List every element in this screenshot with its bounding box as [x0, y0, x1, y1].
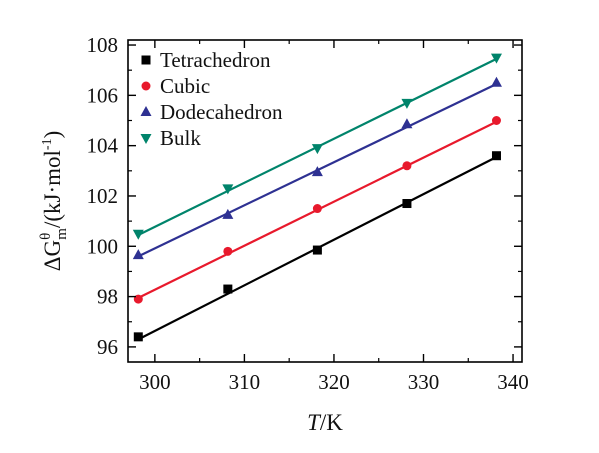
- data-point: [402, 199, 412, 209]
- legend-item: Dodecahedron: [140, 100, 283, 124]
- legend-label: Tetrachedron: [160, 48, 271, 72]
- x-axis-title-italic: T: [307, 410, 322, 435]
- legend-marker: [140, 134, 152, 144]
- data-point: [490, 76, 502, 87]
- series-layer: [132, 53, 502, 342]
- legend-item: Tetrachedron: [141, 48, 271, 72]
- y-tick-label: 100: [87, 234, 119, 258]
- y-axis-title: ΔGθm/(kJ·mol-1): [38, 131, 70, 272]
- y-tick-label: 96: [97, 335, 118, 359]
- data-point: [133, 294, 143, 304]
- legend-marker: [141, 81, 151, 91]
- data-point: [311, 144, 323, 155]
- data-point: [132, 229, 144, 240]
- y-axis-title-unit-sup: -1: [40, 138, 55, 150]
- data-point: [132, 249, 144, 260]
- data-point: [133, 332, 143, 342]
- x-tick-label: 310: [229, 370, 261, 394]
- y-axis-title-prefix: ΔG: [40, 240, 65, 271]
- y-tick-label: 102: [87, 184, 119, 208]
- data-point: [491, 151, 501, 161]
- y-tick-label: 106: [87, 83, 119, 107]
- data-point: [490, 53, 502, 64]
- data-point: [312, 204, 322, 214]
- legend-item: Bulk: [140, 126, 201, 150]
- data-point: [402, 161, 412, 171]
- x-axis-title-rest: /K: [320, 410, 343, 435]
- series-cubic: [133, 116, 501, 304]
- plot-frame: [127, 39, 523, 363]
- legend-marker: [141, 55, 151, 65]
- data-point: [311, 166, 323, 177]
- y-axis-title-close: ): [40, 131, 65, 139]
- ticks-layer: 300 310 320 330 340 96 98 100 102 104 106 108: [87, 33, 529, 394]
- y-tick-label: 108: [87, 33, 119, 57]
- y-axis-title-sup: θ: [38, 233, 54, 240]
- legend-marker: [140, 106, 152, 116]
- data-point: [222, 208, 234, 219]
- data-point: [401, 98, 413, 109]
- y-axis-title-unit: /(kJ·mol: [40, 150, 65, 228]
- y-axis-title-sub: m: [54, 228, 70, 240]
- x-tick-label: 330: [408, 370, 440, 394]
- legend-label: Cubic: [160, 74, 210, 98]
- x-axis-title: T/K: [307, 410, 343, 435]
- series-bulk: [132, 53, 502, 240]
- legend-label: Dodecahedron: [160, 100, 283, 124]
- x-tick-label: 320: [318, 370, 350, 394]
- series-dodecahedron: [132, 76, 502, 260]
- series-tetrachedron: [133, 151, 501, 342]
- y-tick-label: 98: [97, 285, 118, 309]
- data-point: [223, 246, 233, 256]
- data-point: [491, 116, 501, 125]
- x-tick-label: 340: [497, 370, 529, 394]
- data-point: [401, 118, 413, 129]
- data-point: [312, 245, 322, 255]
- data-point: [223, 284, 233, 294]
- legend-item: Cubic: [141, 74, 210, 98]
- y-tick-label: 104: [87, 134, 119, 158]
- legend-label: Bulk: [160, 126, 201, 150]
- data-point: [222, 184, 234, 195]
- x-tick-label: 300: [139, 370, 171, 394]
